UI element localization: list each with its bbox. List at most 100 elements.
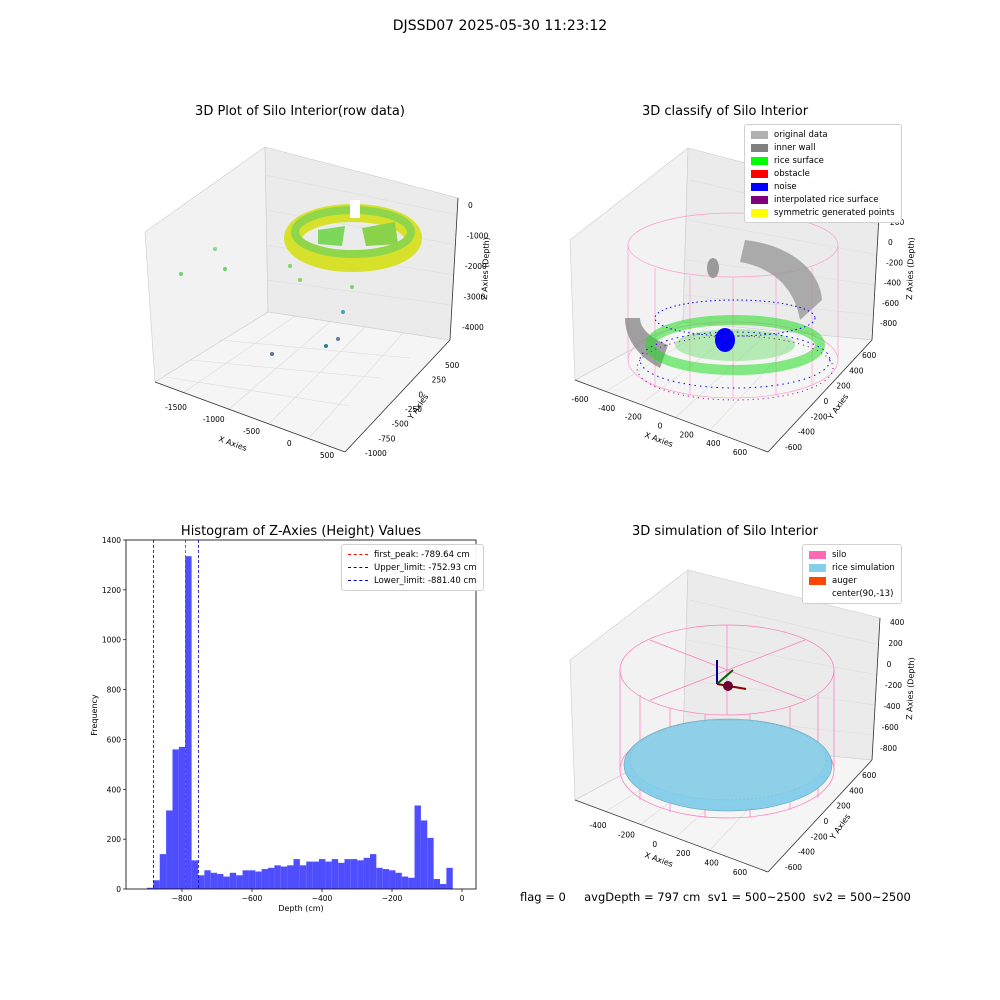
legend-swatch: [348, 554, 368, 555]
histogram-bar: [210, 872, 218, 889]
y-tick-label: -600: [785, 443, 802, 452]
x-tick-label: -400: [598, 404, 615, 413]
histogram-bar: [153, 880, 160, 889]
legend-entry: Upper_limit: -752.93 cm: [348, 561, 477, 574]
legend-swatch: [751, 195, 768, 204]
panel2-title: 3D classify of Silo Interior: [641, 104, 809, 119]
x-tick-label: -1500: [165, 403, 187, 412]
legend-entry: center(90,-13): [809, 587, 895, 600]
histogram-bar: [248, 870, 256, 889]
legend-entry: Lower_limit: -881.40 cm: [348, 574, 477, 587]
histogram-bar: [274, 865, 281, 889]
histogram-xlabel: Depth (cm): [278, 904, 323, 913]
histogram-bar: [408, 877, 415, 889]
legend-swatch: [751, 130, 768, 139]
legend-label: auger: [832, 575, 857, 586]
x-tick-label: 0: [658, 422, 663, 431]
histogram-bar: [318, 859, 326, 889]
legend-swatch: [751, 156, 768, 165]
histogram-bar: [376, 867, 383, 889]
legend-swatch: [809, 550, 826, 559]
z-tick-label: -800: [880, 744, 897, 753]
z-tick-label: 0: [887, 660, 892, 669]
z-tick-label: -600: [882, 723, 899, 732]
y-tick-label: -1000: [365, 449, 387, 458]
x-tick-label: -1000: [203, 415, 225, 424]
histogram-bar: [357, 860, 364, 889]
panel2-zlabel: Z Axies (Depth): [905, 237, 916, 300]
histogram-bar: [204, 870, 211, 889]
figure-title: DJSSD07 2025-05-30 11:23:12: [392, 18, 608, 34]
y-tick-label: -600: [785, 863, 802, 872]
panel1-title: 3D Plot of Silo Interior(row data): [195, 104, 405, 119]
histogram-bar: [427, 837, 434, 889]
histogram-bar: [433, 879, 441, 889]
legend-entry: original data: [751, 128, 895, 141]
panel2-legend: original data inner wall rice surface obsta…: [744, 124, 902, 223]
x-tick-label: -600: [571, 395, 588, 404]
legend-swatch: [751, 208, 768, 217]
x-tick-label: 0: [287, 439, 292, 448]
y-tick-label: 1400: [102, 536, 121, 545]
histogram-bar: [185, 556, 192, 889]
y-tick-label: -400: [798, 848, 815, 857]
legend-entry: obstacle: [751, 167, 895, 180]
y-tick-label: 600: [107, 735, 122, 744]
legend-entry: noise: [751, 180, 895, 193]
histogram-bar: [268, 867, 275, 889]
histogram-bar: [306, 861, 313, 889]
y-tick-label: -200: [811, 412, 828, 421]
histogram-bar: [401, 876, 409, 889]
histogram-bar: [446, 867, 453, 889]
histogram-bar: [420, 820, 428, 889]
y-tick-label: 200: [107, 835, 122, 844]
histogram-bar: [395, 872, 402, 889]
histogram-bar: [223, 876, 230, 889]
panel4-legend: silo rice simulation auger center(90,-13): [802, 544, 902, 604]
y-tick-label: 400: [849, 786, 864, 795]
z-tick-label: -200: [886, 258, 903, 267]
x-tick-label: 200: [676, 849, 691, 858]
legend-label: Upper_limit: -752.93 cm: [374, 562, 477, 573]
histogram-bar: [363, 857, 370, 889]
legend-swatch: [751, 143, 768, 152]
legend-swatch: [809, 589, 826, 598]
histogram-bar: [166, 810, 173, 889]
y-tick-label: -200: [811, 832, 828, 841]
histogram-bar: [331, 859, 339, 889]
z-tick-label: -4000: [462, 323, 484, 332]
x-tick-label: 500: [320, 451, 335, 460]
z-tick-label: -2000: [465, 262, 487, 271]
z-tick-label: 400: [890, 618, 905, 627]
y-tick-label: 800: [107, 686, 122, 695]
x-tick-label: −200: [382, 894, 403, 903]
histogram-bar: [229, 872, 237, 889]
histogram-bar: [242, 870, 249, 889]
histogram-bar: [217, 874, 224, 889]
x-tick-label: 600: [733, 448, 748, 457]
x-tick-label: 400: [704, 859, 719, 868]
y-tick-label: 0: [824, 817, 829, 826]
histogram-bar: [147, 887, 154, 889]
panel4-title: 3D simulation of Silo Interior: [632, 524, 818, 539]
histogram-bar: [261, 869, 269, 889]
z-tick-label: -600: [882, 299, 899, 308]
z-tick-label: -800: [880, 319, 897, 328]
x-tick-label: -400: [589, 821, 606, 830]
y-tick-label: 0: [418, 390, 423, 399]
legend-entry: interpolated rice surface: [751, 193, 895, 206]
histogram-bar: [299, 865, 307, 889]
z-tick-label: -200: [885, 681, 902, 690]
legend-label: noise: [774, 181, 797, 192]
panel4-ylabel: Y Axies: [828, 812, 853, 842]
y-tick-label: 500: [445, 361, 460, 370]
legend-label: silo: [832, 549, 847, 560]
legend-swatch: [348, 567, 368, 568]
z-tick-label: 200: [888, 639, 903, 648]
histogram-bar: [338, 862, 345, 889]
legend-label: Lower_limit: -881.40 cm: [374, 575, 477, 586]
histogram-bar: [369, 854, 377, 889]
z-tick-label: -400: [884, 279, 901, 288]
